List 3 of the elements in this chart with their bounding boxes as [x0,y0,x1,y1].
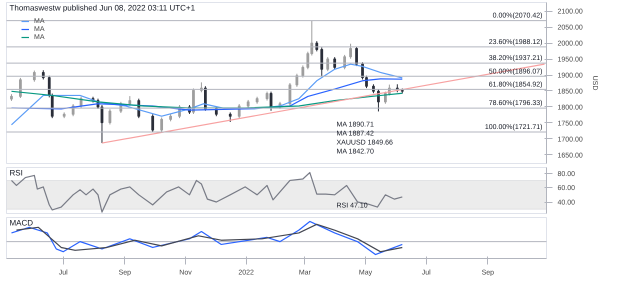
chart-title: RSI [10,168,23,178]
chart-title: Thomaswestw published Jun 08, 2022 03:11 UTC+1 [10,4,196,12]
chart-title: MACD [10,218,34,228]
